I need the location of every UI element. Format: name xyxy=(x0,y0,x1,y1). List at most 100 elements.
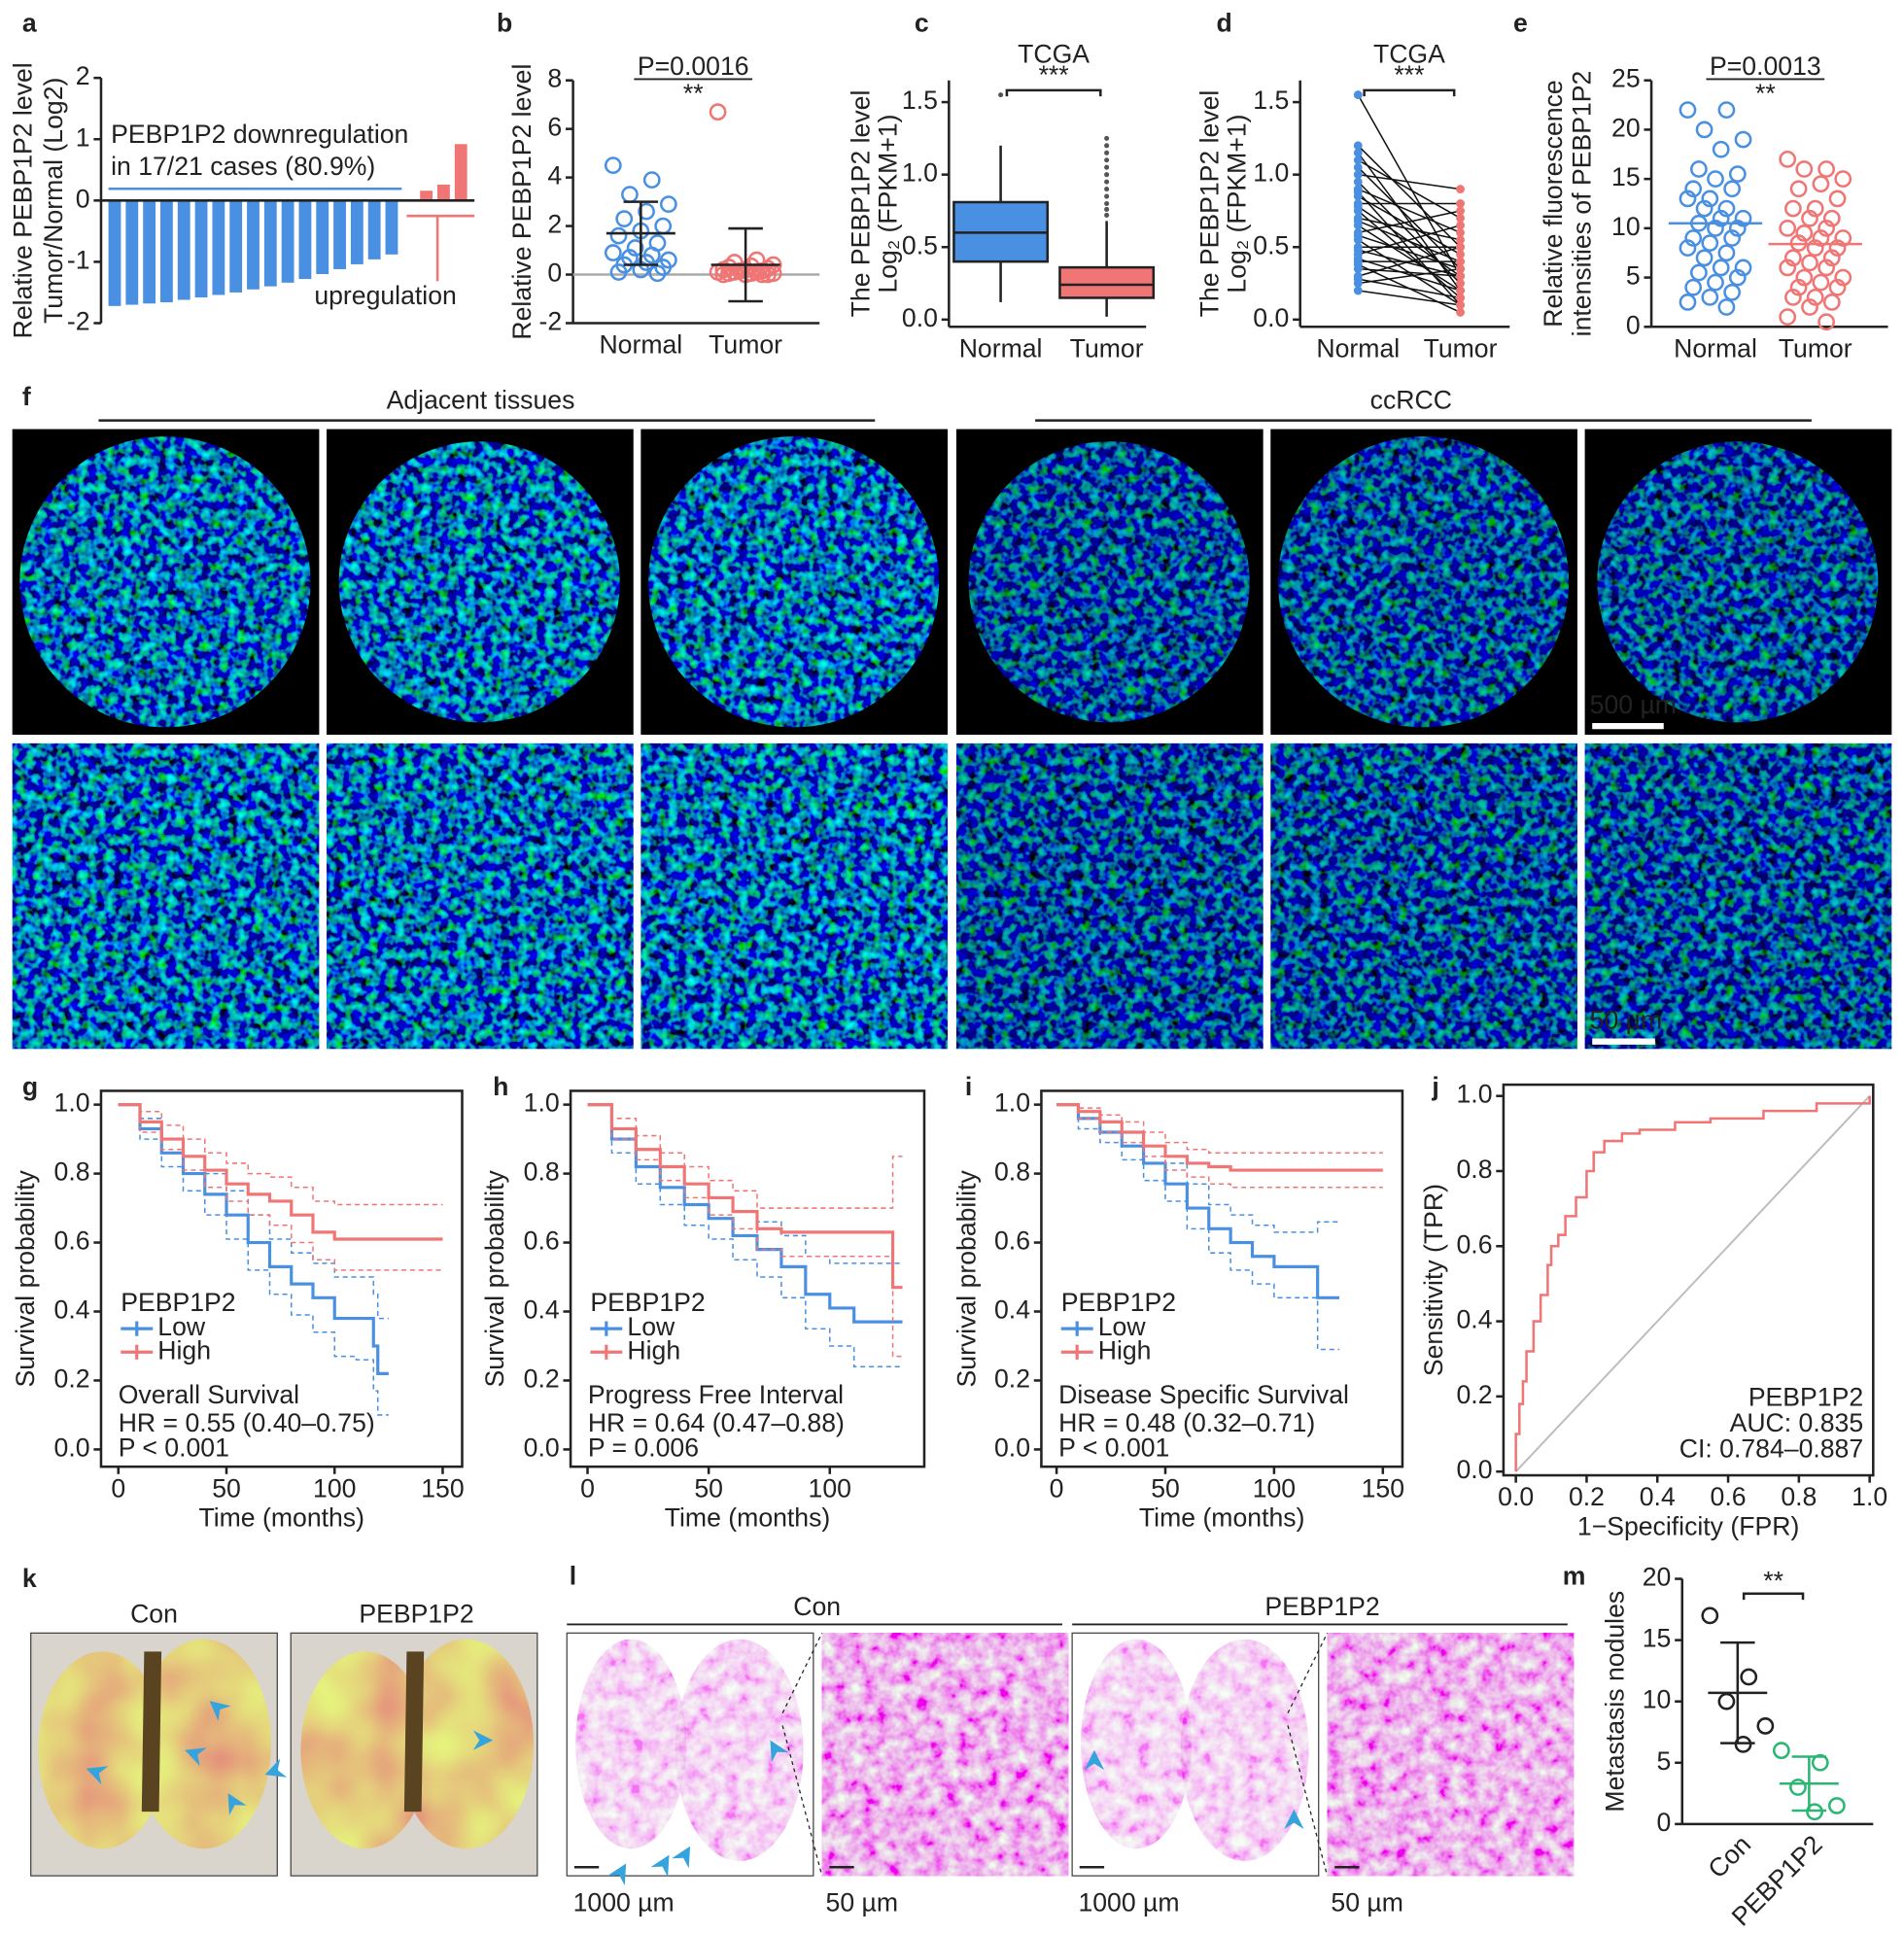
legend-label: High xyxy=(627,1335,680,1364)
chart-title: TCGA xyxy=(1373,39,1445,68)
reference-line xyxy=(1514,1095,1871,1472)
legend-label: High xyxy=(157,1335,211,1364)
x-tick-label: 150 xyxy=(1362,1473,1404,1502)
confidence-bound xyxy=(118,1103,443,1271)
chart-title: TCGA xyxy=(1018,39,1090,68)
x-tick-label: 100 xyxy=(1253,1473,1296,1502)
legend-label: Low xyxy=(157,1312,206,1341)
data-point xyxy=(1456,242,1465,252)
panel-letter: c xyxy=(915,9,929,38)
significance-bracket xyxy=(1363,88,1456,97)
significance: ** xyxy=(683,79,704,108)
y-tick-label: 1.5 xyxy=(902,86,938,115)
micrograph-zoom xyxy=(640,743,949,1050)
x-tick-label: Normal xyxy=(959,333,1043,363)
data-point xyxy=(1712,140,1730,158)
tissue-core xyxy=(647,436,940,728)
he-zoom xyxy=(821,1632,1069,1877)
legend-title: PEBP1P2 xyxy=(121,1288,235,1317)
annotation: CI: 0.784–0.887 xyxy=(1679,1434,1863,1464)
y-tick-label: 0.4 xyxy=(1457,1305,1493,1334)
data-point xyxy=(1806,288,1824,306)
data-point xyxy=(1353,162,1363,172)
p-value: P=0.0013 xyxy=(1710,52,1821,81)
data-point xyxy=(604,156,622,175)
group-label: PEBP1P2 xyxy=(1264,1592,1379,1621)
bar xyxy=(125,200,139,305)
survival-curve xyxy=(587,1103,903,1324)
arrowhead xyxy=(472,1730,494,1750)
roc-curve xyxy=(1514,1095,1871,1472)
x-tick-label: 1.0 xyxy=(1852,1482,1887,1511)
hazard-ratio: HR = 0.48 (0.32–0.71) xyxy=(1058,1408,1315,1437)
data-point xyxy=(1812,273,1830,292)
bar xyxy=(263,200,277,287)
data-point xyxy=(604,244,622,261)
panel-letter: f xyxy=(22,382,31,411)
scale-bar-label: 50 µm xyxy=(826,1887,899,1917)
hazard-ratio: HR = 0.64 (0.47–0.88) xyxy=(588,1408,845,1437)
panel-letter: d xyxy=(1216,9,1231,38)
x-axis-label: Time (months) xyxy=(198,1503,364,1533)
y-tick-label: -2 xyxy=(67,307,90,336)
data-point xyxy=(1717,298,1736,316)
arrowhead xyxy=(264,1758,288,1778)
data-point xyxy=(1723,229,1741,247)
annotation: in 17/21 cases (80.9%) xyxy=(111,152,375,181)
panel-letter: e xyxy=(1513,9,1528,38)
y-tick-label: 15 xyxy=(1611,162,1641,191)
tissue-core xyxy=(1277,436,1570,728)
y-axis-label: The PEBP1P2 level xyxy=(847,90,876,318)
error-bar xyxy=(1791,1755,1827,1813)
y-tick-label: 0.0 xyxy=(994,1433,1030,1462)
data-point xyxy=(1801,298,1818,316)
data-point xyxy=(714,265,733,284)
data-point xyxy=(1828,239,1847,258)
data-point xyxy=(1695,199,1714,218)
x-tick-label: 0.0 xyxy=(1498,1482,1534,1511)
zoom-guide xyxy=(1287,1633,1329,1714)
x-tick-label: 50 xyxy=(212,1473,241,1502)
legend-marker xyxy=(1060,1321,1093,1336)
legend-title: PEBP1P2 xyxy=(590,1288,705,1317)
bar xyxy=(385,200,398,255)
pair-line xyxy=(1357,195,1461,256)
data-point xyxy=(1456,286,1465,295)
data-point xyxy=(1456,257,1465,266)
y-axis-label: Relative fluorescence xyxy=(1539,80,1568,327)
x-tick-label: Tumor xyxy=(1070,333,1144,363)
data-point xyxy=(1695,249,1714,267)
legend-title: PEBP1P2 xyxy=(1061,1288,1176,1317)
micrograph-zoom xyxy=(955,743,1264,1050)
confidence-bound xyxy=(587,1103,903,1358)
pair-line xyxy=(1357,210,1462,299)
data-point xyxy=(1353,155,1363,165)
y-tick-label: 0.0 xyxy=(902,303,938,332)
x-tick-label: 0 xyxy=(580,1473,595,1502)
outlier xyxy=(1104,212,1110,218)
data-point xyxy=(1817,313,1835,331)
chart-title: Overall Survival xyxy=(119,1380,299,1409)
arrowhead xyxy=(86,1766,109,1785)
survival-curve xyxy=(1056,1103,1340,1299)
data-point xyxy=(1353,235,1363,245)
data-point xyxy=(1707,170,1724,189)
y-axis-label: Survival probability xyxy=(11,1169,40,1387)
error-bar xyxy=(728,226,763,303)
outlier xyxy=(1104,187,1110,192)
pair-line xyxy=(1358,220,1461,262)
data-point xyxy=(659,195,677,213)
outlier xyxy=(1104,164,1110,170)
y-tick-label: 1.0 xyxy=(902,158,938,188)
pair-line xyxy=(1358,224,1461,256)
data-point xyxy=(1456,221,1465,230)
legend-marker xyxy=(121,1344,154,1360)
he-lobe xyxy=(1081,1639,1193,1849)
arrowhead xyxy=(1284,1809,1304,1829)
data-point xyxy=(1795,268,1814,287)
arrowhead xyxy=(607,1863,627,1886)
outlier xyxy=(1104,200,1110,207)
y-tick-label: -2 xyxy=(539,307,563,336)
y-axis-label: Relative PEBP1P2 level xyxy=(507,64,537,340)
data-point xyxy=(1353,177,1363,187)
